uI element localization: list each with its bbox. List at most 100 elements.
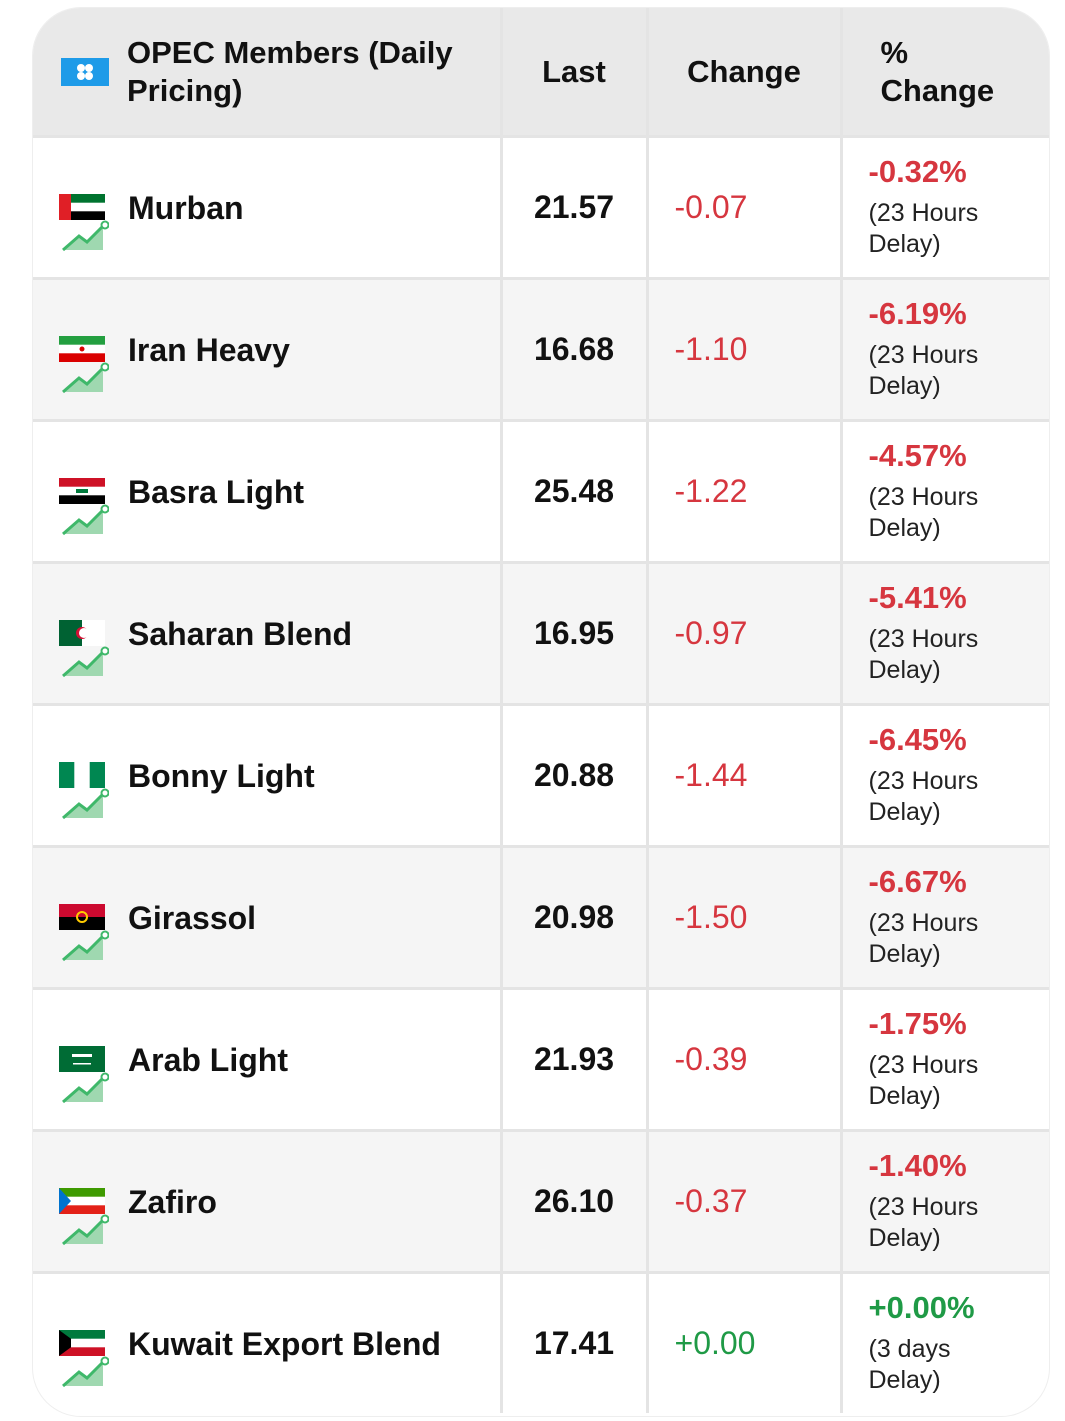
name-cell[interactable]: Arab Light [33,988,503,1132]
table-row[interactable]: Basra Light 25.48 -1.22 -4.57% (23 Hours… [33,420,1049,564]
trend-chart-icon[interactable] [61,220,109,252]
commodity-name[interactable]: Girassol [128,900,257,936]
table-row[interactable]: Saharan Blend 16.95 -0.97 -5.41% (23 Hou… [33,562,1049,706]
commodity-name[interactable]: Saharan Blend [128,616,353,652]
pct-change-cell: -1.75% (23 Hours Delay) [841,988,1049,1132]
delay-note-line2: Delay) [868,230,941,258]
opec-pricing-table: OPEC Members (Daily Pricing) Last Change… [33,8,1049,1413]
trend-chart-icon[interactable] [61,1072,109,1104]
pct-change: -6.45% [868,722,967,757]
pct-change: -6.67% [868,864,967,899]
delay-note-line1: (23 Hours [868,341,979,369]
algeria-flag-icon [59,620,105,646]
delay-note-line2: Delay) [868,1366,941,1394]
delay-note-line1: (23 Hours [868,625,979,653]
angola-flag-icon [59,904,105,930]
pct-change: -1.75% [868,1006,967,1041]
delay-note-line2: Delay) [868,372,941,400]
delay-note-line2: Delay) [868,514,941,542]
trend-chart-icon[interactable] [61,930,109,962]
pct-change-cell: -6.45% (23 Hours Delay) [841,704,1049,848]
last-price: 17.41 [501,1272,649,1413]
name-cell[interactable]: Saharan Blend [33,562,503,706]
header-change[interactable]: Change [647,8,843,138]
name-cell[interactable]: Basra Light [33,420,503,564]
pct-change-cell: +0.00% (3 days Delay) [841,1273,1049,1414]
delay-note-line2: Delay) [868,656,941,684]
price-change: -1.44 [647,704,843,848]
delay-note-line1: (23 Hours [868,483,979,511]
delay-note-line1: (23 Hours [868,909,979,937]
last-price: 21.57 [501,136,649,280]
table-row[interactable]: Zafiro 26.10 -0.37 -1.40% (23 Hours Dela… [33,1130,1049,1274]
table-header-row: OPEC Members (Daily Pricing) Last Change… [33,8,1049,138]
delay-note-line1: (23 Hours [868,1051,979,1079]
commodity-name[interactable]: Murban [128,190,244,226]
pct-change-cell: -5.41% (23 Hours Delay) [841,562,1049,706]
trend-chart-icon[interactable] [61,504,109,536]
equatorial-guinea-flag-icon [59,1188,105,1214]
iraq-flag-icon [59,478,105,504]
name-cell[interactable]: Kuwait Export Blend [33,1272,503,1413]
table-row[interactable]: Bonny Light 20.88 -1.44 -6.45% (23 Hours… [33,704,1049,848]
commodity-name[interactable]: Arab Light [128,1042,288,1078]
saudi-flag-icon [59,1046,105,1072]
name-cell[interactable]: Girassol [33,846,503,990]
trend-chart-icon[interactable] [61,362,109,394]
table-row[interactable]: Iran Heavy 16.68 -1.10 -6.19% (23 Hours … [33,278,1049,422]
header-pct-line2: Change [880,72,995,108]
pct-change-cell: -6.67% (23 Hours Delay) [841,846,1049,990]
opec-pricing-card: OPEC Members (Daily Pricing) Last Change… [33,8,1049,1416]
last-price: 25.48 [501,420,649,564]
price-change: -0.97 [647,562,843,706]
table-row[interactable]: Girassol 20.98 -1.50 -6.67% (23 Hours De… [33,846,1049,990]
delay-note-line2: Delay) [868,1224,941,1252]
header-last[interactable]: Last [501,8,649,138]
header-pct-line1: % [880,34,909,70]
last-price: 20.88 [501,704,649,848]
pct-change-cell: -6.19% (23 Hours Delay) [841,278,1049,422]
commodity-name[interactable]: Bonny Light [128,758,315,794]
price-change: -1.10 [647,278,843,422]
kuwait-flag-icon [59,1330,105,1356]
delay-note-line1: (23 Hours [868,199,979,227]
price-change: -1.50 [647,846,843,990]
name-cell[interactable]: Murban [33,136,503,280]
last-price: 20.98 [501,846,649,990]
last-price: 16.95 [501,562,649,706]
trend-chart-icon[interactable] [61,646,109,678]
pct-change-cell: -1.40% (23 Hours Delay) [841,1130,1049,1274]
name-cell[interactable]: Bonny Light [33,704,503,848]
header-title-line2: Pricing) [127,72,243,108]
name-cell[interactable]: Iran Heavy [33,278,503,422]
price-change: -0.07 [647,136,843,280]
delay-note-line1: (23 Hours [868,1193,979,1221]
commodity-name[interactable]: Kuwait Export Blend [128,1326,441,1362]
delay-note-line2: Delay) [868,798,941,826]
name-cell[interactable]: Zafiro [33,1130,503,1274]
table-row[interactable]: Kuwait Export Blend 17.41 +0.00 +0.00% (… [33,1272,1049,1414]
commodity-name[interactable]: Iran Heavy [128,332,290,368]
pct-change: +0.00% [868,1290,975,1325]
commodity-name[interactable]: Zafiro [128,1184,217,1220]
opec-logo-icon [61,57,109,86]
trend-chart-icon[interactable] [61,788,109,820]
uae-flag-icon [59,194,105,220]
trend-chart-icon[interactable] [61,1356,109,1388]
pct-change: -0.32% [868,154,967,189]
header-name-cell[interactable]: OPEC Members (Daily Pricing) [33,8,503,138]
pct-change: -5.41% [868,580,967,615]
last-price: 26.10 [501,1130,649,1274]
nigeria-flag-icon [59,762,105,788]
commodity-name[interactable]: Basra Light [128,474,305,510]
price-change: -1.22 [647,420,843,564]
header-pct-change[interactable]: % Change [841,8,1049,138]
pct-change: -4.57% [868,438,967,473]
trend-chart-icon[interactable] [61,1214,109,1246]
delay-note-line2: Delay) [868,940,941,968]
last-price: 21.93 [501,988,649,1132]
table-row[interactable]: Arab Light 21.93 -0.39 -1.75% (23 Hours … [33,988,1049,1132]
price-change: -0.37 [647,1130,843,1274]
pct-change: -6.19% [868,296,967,331]
table-row[interactable]: Murban 21.57 -0.07 -0.32% (23 Hours Dela… [33,136,1049,280]
